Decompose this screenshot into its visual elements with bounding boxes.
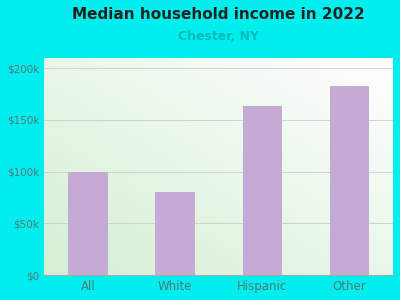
Title: Median household income in 2022: Median household income in 2022 [72, 7, 365, 22]
Bar [156, 192, 195, 275]
Bar [330, 86, 369, 275]
Text: Chester, NY: Chester, NY [178, 30, 259, 43]
Bar [68, 172, 108, 275]
Bar [243, 106, 282, 275]
